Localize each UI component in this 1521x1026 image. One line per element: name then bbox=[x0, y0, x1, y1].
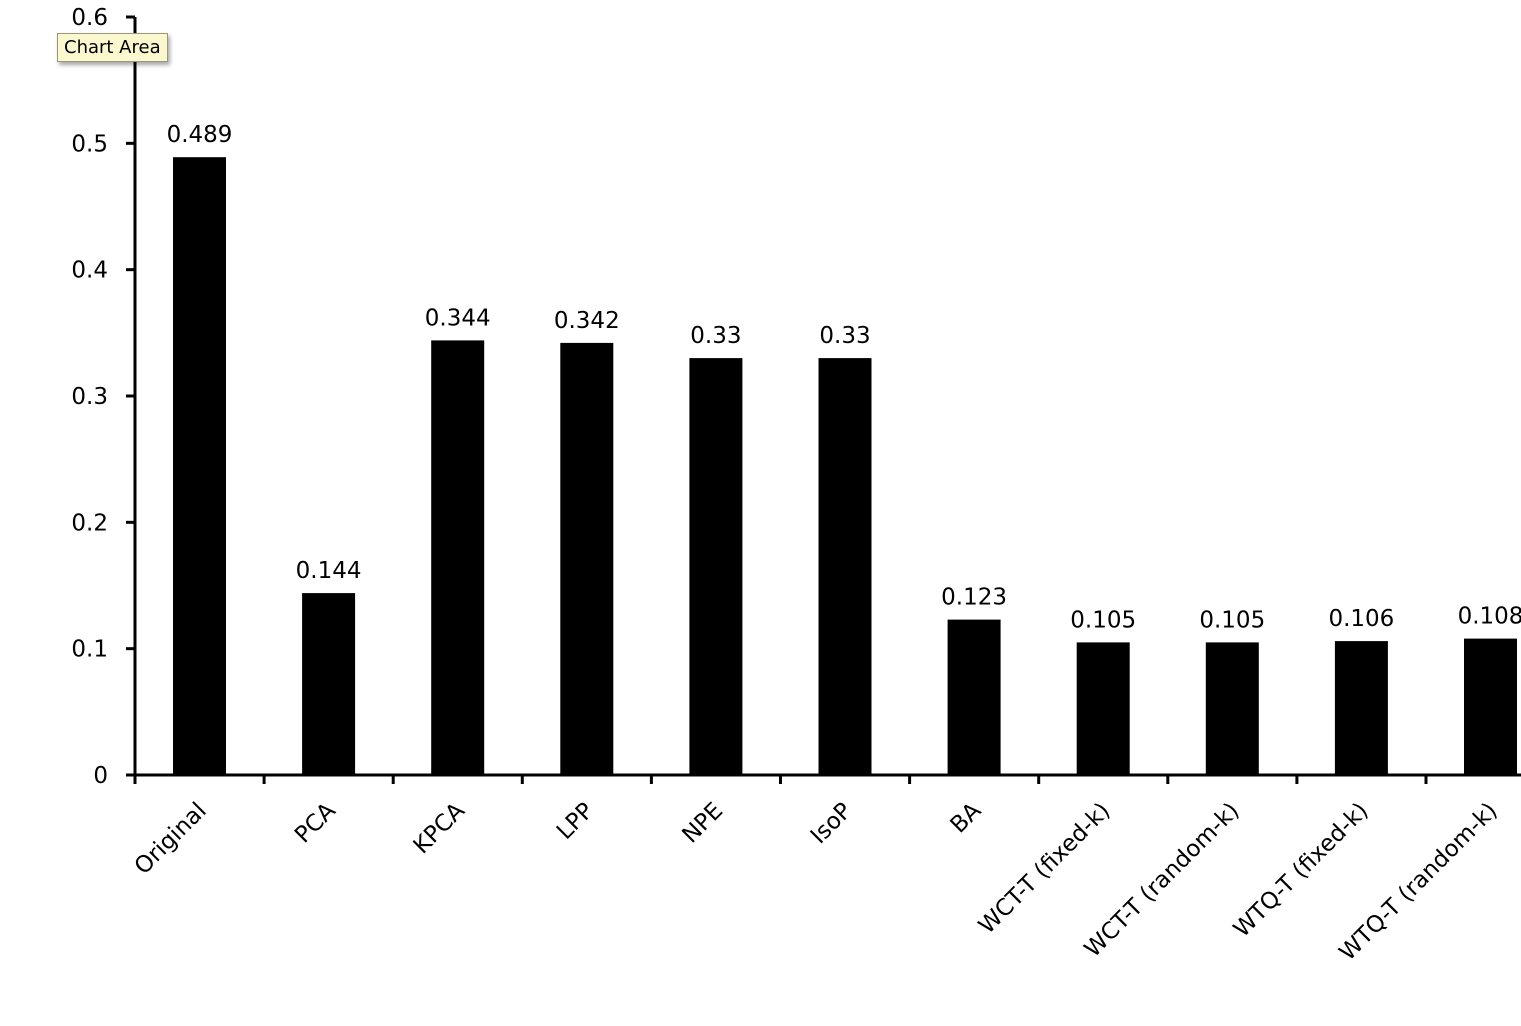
data-labels: 0.489 0.144 0.344 0.342 0.33 0.33 0.123 0.105 0.… bbox=[167, 122, 1521, 633]
x-tick-label: Original bbox=[130, 798, 212, 880]
x-tick-label: WTQ-T (fixed-k) bbox=[1229, 798, 1374, 943]
x-tick-label: KPCA bbox=[409, 798, 471, 860]
bar-wct-t-fixed-k bbox=[1076, 642, 1130, 775]
y-tick-label: 0.6 bbox=[71, 5, 108, 31]
data-label: 0.105 bbox=[1199, 607, 1265, 633]
x-tick-label: IsoP bbox=[806, 798, 858, 850]
x-tick-label: PCA bbox=[290, 798, 341, 849]
bar-isop bbox=[818, 358, 872, 775]
bar-npe bbox=[689, 358, 743, 775]
data-label: 0.33 bbox=[819, 323, 870, 349]
bar-original bbox=[173, 157, 226, 775]
y-tick-label: 0.3 bbox=[71, 384, 108, 410]
bar-wtq-t-fixed-k bbox=[1334, 641, 1388, 775]
y-tick-label: 0.2 bbox=[71, 510, 108, 536]
data-label: 0.108 bbox=[1458, 604, 1521, 630]
x-tick-label: WCT-T (fixed-k) bbox=[974, 798, 1115, 939]
data-label: 0.106 bbox=[1328, 606, 1394, 632]
x-tick-label: LPP bbox=[552, 798, 599, 845]
data-label: 0.33 bbox=[690, 323, 741, 349]
x-tick-label: BA bbox=[946, 798, 987, 839]
bar-wtq-t-random-k bbox=[1464, 638, 1517, 775]
axes: 0 0.1 0.2 0.3 0.4 0.5 0.6 Original PCA KPCA LPP NPE… bbox=[71, 5, 1521, 966]
x-tick-label: NPE bbox=[678, 798, 729, 849]
data-label: 0.489 bbox=[167, 122, 233, 148]
data-label: 0.144 bbox=[296, 558, 362, 584]
data-label: 0.342 bbox=[554, 308, 620, 334]
data-label: 0.105 bbox=[1070, 607, 1136, 633]
y-tick-label: 0.4 bbox=[71, 258, 108, 284]
bar-pca bbox=[302, 593, 356, 775]
y-tick-label: 0 bbox=[93, 763, 108, 789]
data-label: 0.344 bbox=[425, 305, 491, 331]
bar-wct-t-random-k bbox=[1205, 642, 1259, 775]
chart-area-tooltip: Chart Area bbox=[57, 33, 168, 62]
data-label: 0.123 bbox=[941, 585, 1007, 611]
bar-kpca bbox=[431, 340, 485, 775]
y-tick-label: 0.5 bbox=[71, 131, 108, 157]
bar-lpp bbox=[560, 342, 614, 775]
bars bbox=[173, 157, 1517, 775]
y-tick-label: 0.1 bbox=[71, 637, 108, 663]
bar-ba bbox=[947, 619, 1001, 775]
